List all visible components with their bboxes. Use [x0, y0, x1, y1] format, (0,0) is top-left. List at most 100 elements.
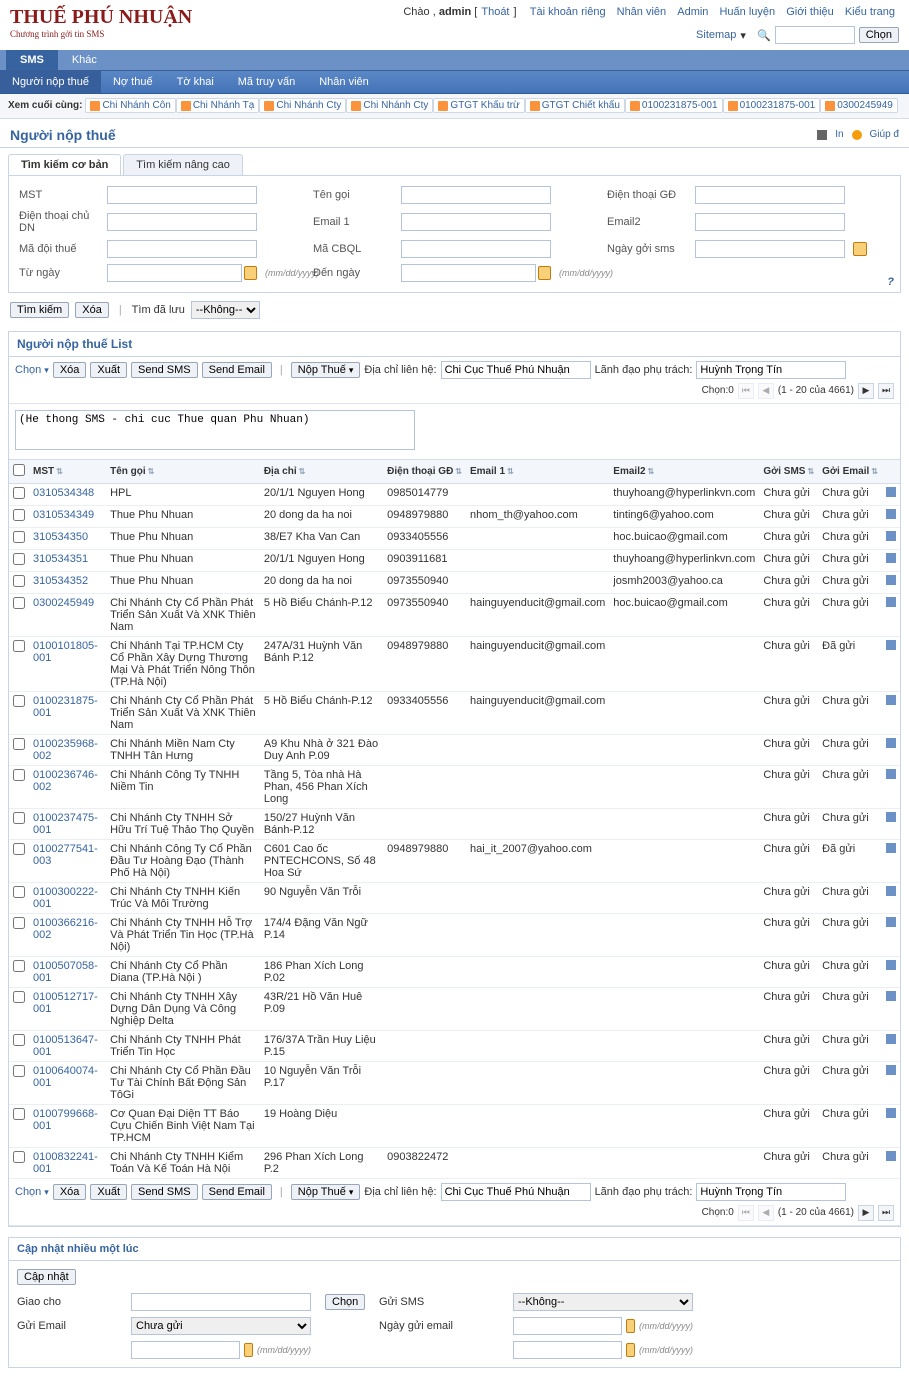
edit-icon[interactable]: [886, 738, 896, 748]
row-checkbox[interactable]: [13, 886, 25, 898]
edit-icon[interactable]: [886, 991, 896, 1001]
cap-nhat-button[interactable]: Cập nhật: [17, 1269, 76, 1285]
row-checkbox[interactable]: [13, 843, 25, 855]
row-checkbox[interactable]: [13, 769, 25, 781]
row-checkbox[interactable]: [13, 553, 25, 565]
select-all-checkbox[interactable]: [13, 464, 25, 476]
row-checkbox[interactable]: [13, 1151, 25, 1163]
breadcrumb-item[interactable]: Chi Nhánh Tạ: [176, 98, 260, 113]
edit-icon[interactable]: [886, 960, 896, 970]
chon-button[interactable]: Chọn: [325, 1294, 365, 1310]
send-email-button[interactable]: Send Email: [202, 1184, 272, 1200]
chon-dropdown[interactable]: Chọn: [15, 1186, 49, 1198]
breadcrumb-item[interactable]: GTGT Chiết khấu: [525, 98, 625, 113]
edit-icon[interactable]: [886, 917, 896, 927]
edit-icon[interactable]: [886, 487, 896, 497]
edit-icon[interactable]: [886, 1151, 896, 1161]
row-checkbox[interactable]: [13, 695, 25, 707]
row-checkbox[interactable]: [13, 487, 25, 499]
subtab-nguoi-nop-thue[interactable]: Người nộp thuế: [0, 71, 101, 93]
mst-link[interactable]: 0100366216-002: [33, 917, 98, 941]
sel-guisms[interactable]: --Không--: [513, 1293, 693, 1311]
nav-link[interactable]: Giới thiệu: [786, 6, 834, 18]
help-icon[interactable]: [852, 130, 862, 140]
send-sms-button[interactable]: Send SMS: [131, 362, 198, 378]
print-icon[interactable]: [817, 130, 827, 140]
inp-macbql[interactable]: [401, 240, 551, 258]
mst-link[interactable]: 0100799668-001: [33, 1108, 98, 1132]
edit-icon[interactable]: [886, 509, 896, 519]
edit-icon[interactable]: [886, 531, 896, 541]
mst-link[interactable]: 0310534348: [33, 487, 94, 499]
row-checkbox[interactable]: [13, 917, 25, 929]
diachi-input[interactable]: [441, 361, 591, 379]
row-checkbox[interactable]: [13, 1034, 25, 1046]
lanhdao-input[interactable]: [696, 361, 846, 379]
send-sms-button[interactable]: Send SMS: [131, 1184, 198, 1200]
calendar-icon[interactable]: [244, 266, 257, 280]
mst-link[interactable]: 0100235968-002: [33, 738, 98, 762]
row-checkbox[interactable]: [13, 1065, 25, 1077]
inp-mst[interactable]: [107, 186, 257, 204]
inp-dtgd[interactable]: [695, 186, 845, 204]
inp-ngayguiemail[interactable]: [513, 1317, 622, 1335]
tab-khac[interactable]: Khác: [58, 50, 111, 70]
xuat-button[interactable]: Xuất: [90, 1184, 127, 1200]
row-checkbox[interactable]: [13, 1108, 25, 1120]
print-link[interactable]: In: [835, 129, 843, 140]
xuat-button[interactable]: Xuất: [90, 362, 127, 378]
edit-icon[interactable]: [886, 597, 896, 607]
search-tab-basic[interactable]: Tìm kiếm cơ bản: [8, 154, 121, 175]
xoa-button[interactable]: Xóa: [53, 1184, 87, 1200]
inp-date2[interactable]: [131, 1341, 240, 1359]
row-checkbox[interactable]: [13, 812, 25, 824]
mst-link[interactable]: 0100512717-001: [33, 991, 98, 1015]
mst-link[interactable]: 0300245949: [33, 597, 94, 609]
inp-denngay[interactable]: [401, 264, 536, 282]
diachi-input[interactable]: [441, 1183, 591, 1201]
page-first-icon[interactable]: ⏮: [738, 383, 754, 399]
nop-thue-dropdown[interactable]: Nộp Thuế: [291, 1184, 361, 1200]
row-checkbox[interactable]: [13, 960, 25, 972]
edit-icon[interactable]: [886, 843, 896, 853]
nop-thue-dropdown[interactable]: Nộp Thuế: [291, 362, 361, 378]
row-checkbox[interactable]: [13, 531, 25, 543]
search-tab-advanced[interactable]: Tìm kiếm nâng cao: [123, 154, 243, 175]
subtab-to-khai[interactable]: Tờ khai: [165, 71, 226, 93]
mst-link[interactable]: 0100513647-001: [33, 1034, 98, 1058]
tim-kiem-button[interactable]: Tìm kiếm: [10, 302, 69, 318]
page-prev-icon[interactable]: ◀: [758, 383, 774, 399]
nav-link[interactable]: Admin: [677, 6, 708, 18]
edit-icon[interactable]: [886, 1065, 896, 1075]
mst-link[interactable]: 310534350: [33, 531, 88, 543]
xoa-button[interactable]: Xóa: [53, 362, 87, 378]
page-prev-icon[interactable]: ◀: [758, 1205, 774, 1221]
mst-link[interactable]: 0100237475-001: [33, 812, 98, 836]
chon-dropdown[interactable]: Chọn: [15, 364, 49, 376]
edit-icon[interactable]: [886, 1034, 896, 1044]
breadcrumb-item[interactable]: 0100231875-001: [723, 98, 821, 113]
mst-link[interactable]: 310534352: [33, 575, 88, 587]
nav-link[interactable]: Kiểu trang: [845, 6, 895, 18]
inp-tungay[interactable]: [107, 264, 242, 282]
calendar-icon[interactable]: [853, 242, 867, 256]
breadcrumb-item[interactable]: GTGT Khấu trừ: [433, 98, 524, 113]
edit-icon[interactable]: [886, 886, 896, 896]
page-first-icon[interactable]: ⏮: [738, 1205, 754, 1221]
sitemap-caret[interactable]: ▾: [740, 29, 746, 42]
edit-icon[interactable]: [886, 640, 896, 650]
breadcrumb-item[interactable]: Chi Nhánh Cty: [346, 98, 433, 113]
mst-link[interactable]: 310534351: [33, 553, 88, 565]
inp-email1[interactable]: [401, 213, 551, 231]
calendar-icon[interactable]: [626, 1319, 635, 1333]
inp-ngaygoi[interactable]: [695, 240, 845, 258]
help-link[interactable]: Giúp đ: [870, 129, 899, 140]
mst-link[interactable]: 0100277541-003: [33, 843, 98, 867]
row-checkbox[interactable]: [13, 597, 25, 609]
mst-link[interactable]: 0100231875-001: [33, 695, 98, 719]
logout-link[interactable]: Thoát: [481, 6, 509, 18]
edit-icon[interactable]: [886, 1108, 896, 1118]
breadcrumb-item[interactable]: Chi Nhánh Côn: [85, 98, 175, 113]
xoa-button[interactable]: Xóa: [75, 302, 109, 318]
mst-link[interactable]: 0100101805-001: [33, 640, 98, 664]
